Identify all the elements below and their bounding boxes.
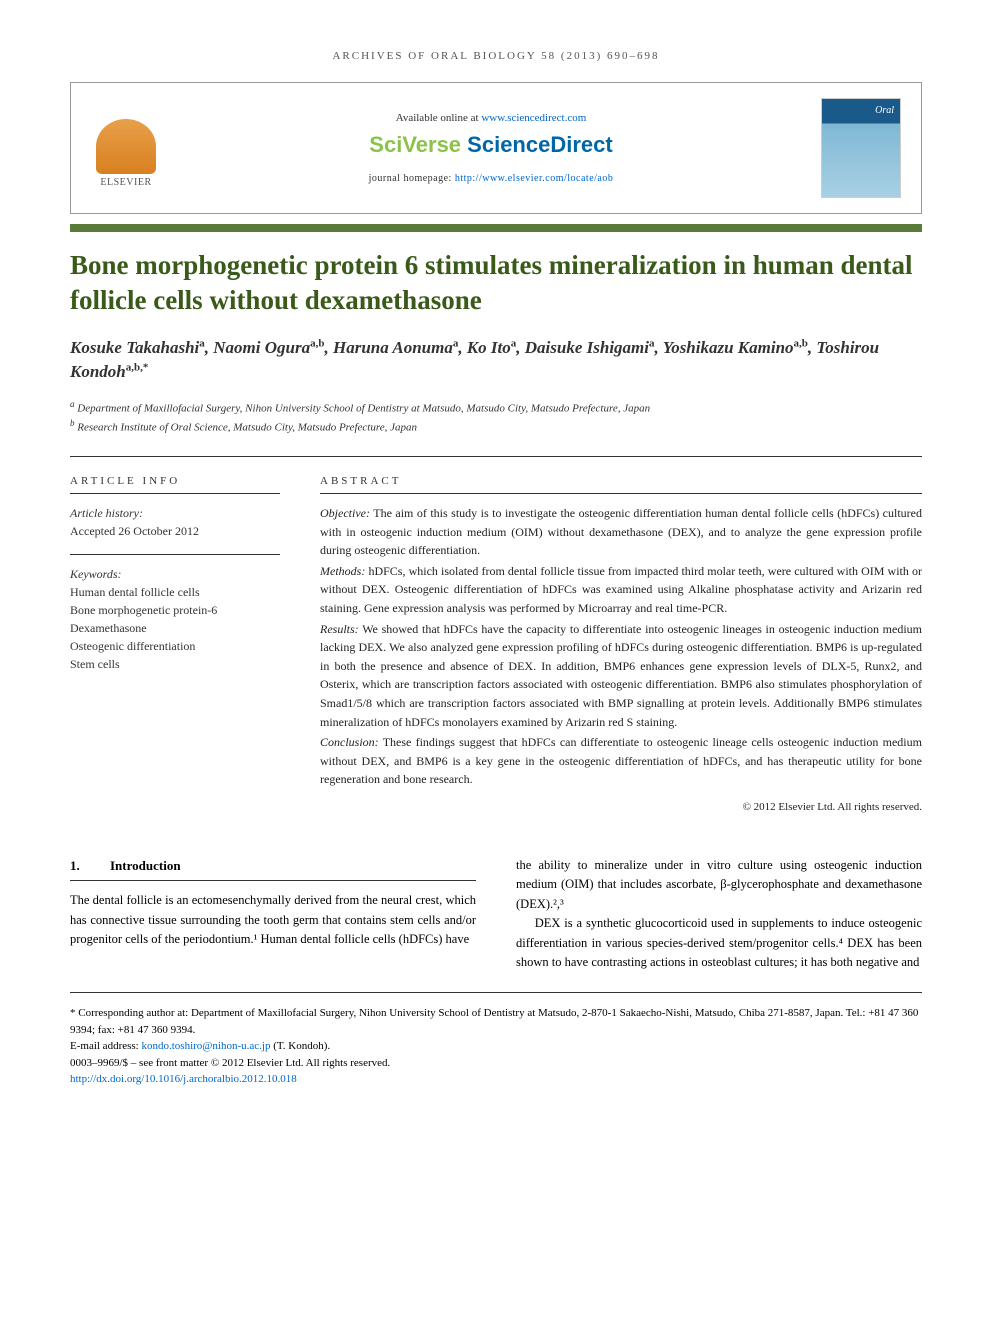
article-info-sidebar: ARTICLE INFO Article history: Accepted 2…: [70, 475, 280, 816]
abstract-conclusion-label: Conclusion:: [320, 735, 379, 749]
abstract-results: We showed that hDFCs have the capacity t…: [320, 622, 922, 729]
article-title: Bone morphogenetic protein 6 stimulates …: [70, 236, 922, 336]
footnotes: * Corresponding author at: Department of…: [70, 1005, 922, 1088]
email-suffix: (T. Kondoh).: [270, 1040, 330, 1052]
journal-homepage-link[interactable]: http://www.elsevier.com/locate/aob: [455, 173, 614, 184]
keyword-item: Osteogenic differentiation: [70, 637, 280, 655]
keywords-label: Keywords:: [70, 565, 280, 583]
abstract-objective-label: Objective:: [320, 506, 370, 520]
abstract-conclusion: These findings suggest that hDFCs can di…: [320, 735, 922, 786]
abstract-results-label: Results:: [320, 622, 359, 636]
elsevier-tree-icon: [96, 119, 156, 174]
issn-line: 0003–9969/$ – see front matter © 2012 El…: [70, 1055, 922, 1072]
affiliations: a Department of Maxillofacial Surgery, N…: [70, 398, 922, 436]
abstract-column: ABSTRACT Objective: The aim of this stud…: [320, 475, 922, 816]
article-info-heading: ARTICLE INFO: [70, 475, 280, 494]
body-column-right: the ability to mineralize under in vitro…: [516, 856, 922, 972]
doi-link[interactable]: http://dx.doi.org/10.1016/j.archoralbio.…: [70, 1073, 297, 1085]
abstract-methods-label: Methods:: [320, 564, 365, 578]
running-head: ARCHIVES OF ORAL BIOLOGY 58 (2013) 690–6…: [70, 50, 922, 62]
journal-homepage: journal homepage: http://www.elsevier.co…: [181, 173, 801, 184]
keyword-item: Human dental follicle cells: [70, 583, 280, 601]
body-column-left: 1.Introduction The dental follicle is an…: [70, 856, 476, 972]
keyword-item: Stem cells: [70, 655, 280, 673]
abstract-methods: hDFCs, which isolated from dental follic…: [320, 564, 922, 615]
available-online: Available online at www.sciencedirect.co…: [181, 112, 801, 124]
elsevier-logo: ELSEVIER: [91, 108, 161, 188]
intro-para-3: DEX is a synthetic glucocorticoid used i…: [516, 914, 922, 972]
abstract-heading: ABSTRACT: [320, 475, 922, 494]
title-accent-band: [70, 224, 922, 232]
keyword-item: Dexamethasone: [70, 619, 280, 637]
elsevier-label: ELSEVIER: [100, 177, 151, 188]
history-date: Accepted 26 October 2012: [70, 522, 280, 540]
email-label: E-mail address:: [70, 1040, 141, 1052]
author-list: Kosuke Takahashia, Naomi Oguraa,b, Harun…: [70, 336, 922, 384]
corresponding-author: * Corresponding author at: Department of…: [70, 1005, 922, 1038]
section-heading-intro: 1.Introduction: [70, 856, 476, 881]
sciencedirect-link[interactable]: www.sciencedirect.com: [481, 112, 586, 124]
abstract-objective: The aim of this study is to investigate …: [320, 506, 922, 557]
email-link[interactable]: kondo.toshiro@nihon-u.ac.jp: [141, 1040, 270, 1052]
intro-para-2: the ability to mineralize under in vitro…: [516, 856, 922, 914]
intro-para-1: The dental follicle is an ectomesenchyma…: [70, 891, 476, 949]
sciverse-brand: SciVerse ScienceDirect: [181, 132, 801, 158]
journal-header: ELSEVIER Available online at www.science…: [70, 82, 922, 214]
journal-cover-thumbnail: [821, 98, 901, 198]
abstract-copyright: © 2012 Elsevier Ltd. All rights reserved…: [320, 799, 922, 816]
history-label: Article history:: [70, 504, 280, 522]
keyword-item: Bone morphogenetic protein-6: [70, 601, 280, 619]
